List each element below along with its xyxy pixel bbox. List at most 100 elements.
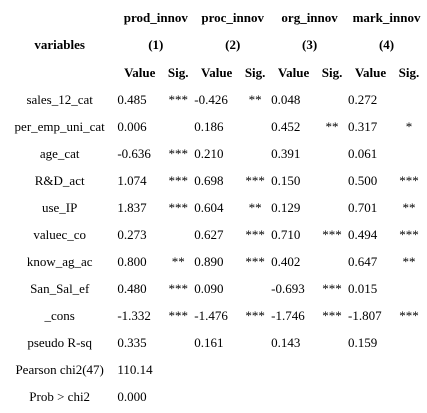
variable-name: R&D_act	[34, 172, 85, 188]
coefficient-value	[348, 383, 393, 410]
coefficient-value: 0.452	[271, 118, 301, 134]
coefficient-value: 0.161	[194, 334, 224, 350]
significance-stars	[316, 383, 348, 410]
significance-stars	[162, 221, 194, 248]
value-header: Value	[124, 64, 156, 80]
variables-header: variables	[34, 37, 85, 52]
coefficient-value: 0.402	[271, 253, 301, 269]
coefficient-value: 1.074	[117, 172, 147, 188]
coefficient-value: 0.048	[271, 91, 301, 107]
significance-stars: ***	[399, 226, 419, 242]
significance-stars	[239, 356, 271, 383]
coefficient-value: 0.647	[348, 253, 378, 269]
coefficient-value: -1.746	[271, 307, 305, 323]
significance-stars	[393, 275, 425, 302]
coefficient-value: 0.272	[348, 91, 378, 107]
coefficient-value: 0.210	[194, 145, 224, 161]
sig-header: Sig.	[321, 64, 343, 80]
significance-stars	[393, 329, 425, 356]
model-number-3: (3)	[302, 37, 318, 52]
significance-stars: ***	[399, 172, 419, 188]
model-number-2: (2)	[225, 37, 241, 52]
coefficient-value: -1.332	[117, 307, 151, 323]
dep-var-header-4: mark_innov	[352, 9, 421, 25]
coefficient-value: 110.14	[117, 361, 153, 377]
coefficient-value: 0.500	[348, 172, 378, 188]
significance-stars	[393, 356, 425, 383]
sig-header: Sig.	[244, 64, 266, 80]
coefficient-value: 0.061	[348, 145, 378, 161]
coefficient-value: 0.604	[194, 199, 224, 215]
coefficient-value: 0.273	[117, 226, 147, 242]
coefficient-value: -0.636	[117, 145, 151, 161]
table-row: sales_12_cat 0.485 *** -0.426 ** 0.048 0.272	[2, 86, 425, 113]
coefficient-value: 0.006	[117, 118, 147, 134]
significance-stars: *	[405, 118, 413, 134]
coefficient-value: 0.480	[117, 280, 147, 296]
significance-stars	[316, 356, 348, 383]
table-row: valuec_co 0.273 0.627 *** 0.710 *** 0.494 ***	[2, 221, 425, 248]
coefficient-value: 0.129	[271, 199, 301, 215]
table-row: _cons -1.332 *** -1.476 *** -1.746 *** -1.807 **…	[2, 302, 425, 329]
dep-var-header-3: org_innov	[281, 9, 338, 25]
table-row: Pearson chi2(47) 110.14	[2, 356, 425, 383]
coefficient-value: 0.000	[117, 388, 147, 404]
table-row: age_cat -0.636 *** 0.210 0.391 0.061	[2, 140, 425, 167]
table-row: pseudo R-sq 0.335 0.161 0.143 0.159	[2, 329, 425, 356]
coefficient-value: 0.335	[117, 334, 147, 350]
significance-stars: ***	[168, 145, 188, 161]
coefficient-value: 0.150	[271, 172, 301, 188]
significance-stars: **	[171, 253, 185, 269]
variable-name: valuec_co	[33, 226, 87, 242]
coefficient-value: 0.701	[348, 199, 378, 215]
coefficient-value: 0.090	[194, 280, 224, 296]
value-header: Value	[277, 64, 310, 80]
coefficient-value: 0.627	[194, 226, 224, 242]
coefficient-value	[348, 356, 393, 383]
significance-stars: ***	[245, 253, 265, 269]
significance-stars	[239, 140, 271, 167]
coefficient-value: -1.807	[348, 307, 382, 323]
significance-stars	[393, 86, 425, 113]
coefficient-value	[271, 383, 316, 410]
value-header: Value	[354, 64, 387, 80]
dep-var-header-2: proc_innov	[201, 9, 264, 25]
coefficient-value: 0.485	[117, 91, 147, 107]
significance-stars	[239, 275, 271, 302]
model-number-4: (4)	[378, 37, 395, 52]
sig-header: Sig.	[167, 64, 189, 80]
sig-header: Sig.	[398, 64, 420, 80]
significance-stars	[316, 248, 348, 275]
coefficient-value: 0.800	[117, 253, 147, 269]
coefficient-value	[271, 356, 316, 383]
significance-stars: **	[248, 91, 262, 107]
variable-name: sales_12_cat	[26, 91, 93, 107]
variable-name: Pearson chi2(47)	[15, 361, 104, 377]
coefficient-value: 0.698	[194, 172, 224, 188]
variable-name: _cons	[44, 307, 75, 323]
significance-stars: ***	[322, 307, 342, 323]
significance-stars: ***	[245, 307, 265, 323]
significance-stars	[316, 329, 348, 356]
significance-stars	[162, 113, 194, 140]
significance-stars: **	[402, 253, 416, 269]
significance-stars: ***	[168, 307, 188, 323]
table-row: Prob > chi2 0.000	[2, 383, 425, 410]
dep-var-header-1: prod_innov	[123, 9, 188, 25]
header-row-value-sig: Value Sig. Value Sig. Value Sig. Value S…	[2, 59, 425, 86]
coefficient-value: 0.159	[348, 334, 378, 350]
table-row: San_Sal_ef 0.480 *** 0.090 -0.693 *** 0.015	[2, 275, 425, 302]
significance-stars	[316, 140, 348, 167]
coefficient-value: 1.837	[117, 199, 147, 215]
coefficient-value: 0.391	[271, 145, 301, 161]
coefficient-value: 0.494	[348, 226, 378, 242]
variable-name: San_Sal_ef	[30, 280, 90, 296]
model-number-1: (1)	[148, 37, 164, 52]
significance-stars: ***	[399, 307, 419, 323]
coefficient-value: 0.317	[348, 118, 378, 134]
significance-stars	[316, 167, 348, 194]
variable-name: use_IP	[41, 199, 78, 215]
header-empty-cell	[2, 4, 117, 31]
significance-stars: ***	[168, 199, 188, 215]
significance-stars: ***	[245, 226, 265, 242]
